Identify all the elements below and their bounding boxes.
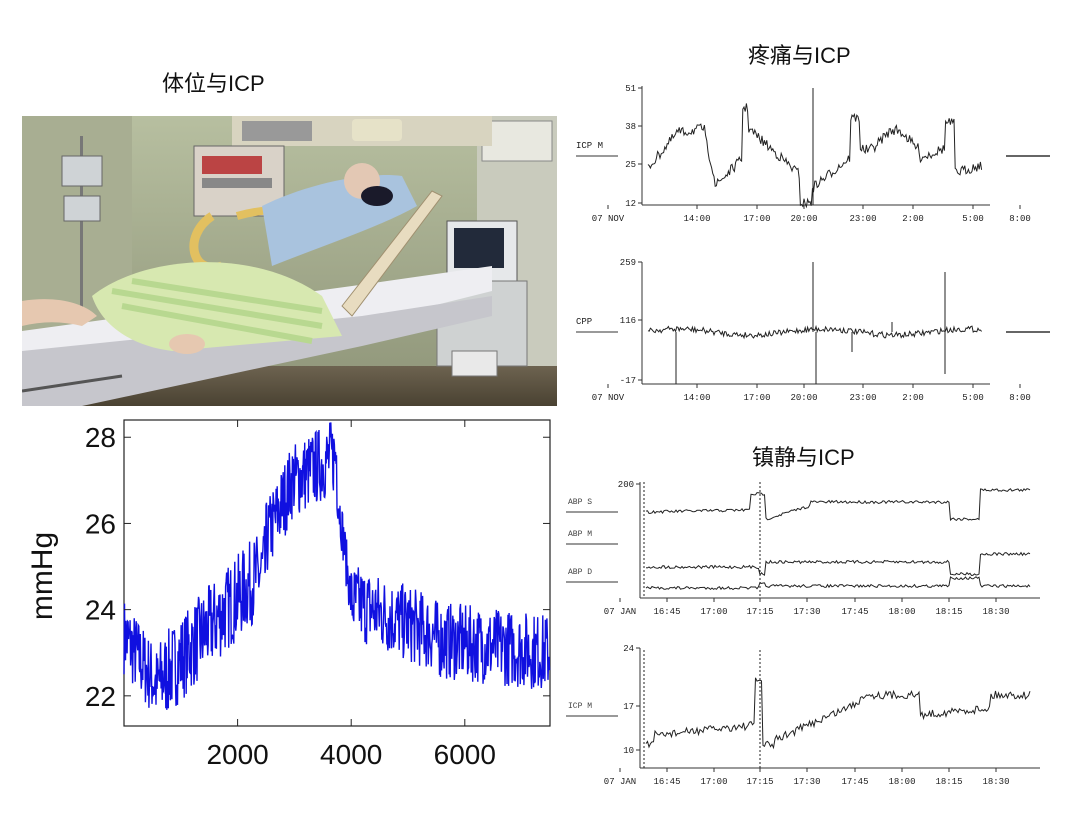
pain-icp-title: 疼痛与ICP	[748, 43, 851, 68]
x-tick-label: 17:00	[743, 393, 770, 403]
monitor-trace	[647, 103, 983, 209]
x-tick-label: 2000	[206, 739, 268, 770]
icu-patient-photo	[22, 116, 557, 406]
x-tick-label: 17:45	[841, 777, 868, 787]
x-tick-label: 17:15	[746, 607, 773, 617]
monitor-trace	[645, 576, 1031, 591]
x-tick-label: 18:30	[982, 777, 1009, 787]
cpp-trace-group	[647, 262, 982, 384]
x-tick-label: 18:00	[888, 777, 915, 787]
x-tick-label: 14:00	[683, 214, 710, 224]
x-tick-label: 18:15	[935, 607, 962, 617]
y-tick-label: 10	[623, 746, 634, 756]
x-tick-label: 07 JAN	[604, 607, 636, 617]
icp-trace-group	[643, 650, 1031, 768]
icp-series-line	[123, 422, 551, 710]
x-tick-label: 2:00	[902, 393, 924, 403]
x-tick-label: 8:00	[1009, 393, 1031, 403]
channel-label: ICP M	[576, 141, 603, 151]
sedation-abp-panel: 200 07 JAN 16:45 17:00 17:15 17:30 17:45 18:00 1…	[560, 474, 1060, 622]
monitor-trace	[645, 677, 1031, 750]
y-tick-label: 22	[85, 681, 116, 712]
x-tick-label: 17:30	[793, 777, 820, 787]
x-tick-label: 8:00	[1009, 214, 1031, 224]
x-tick-label: 6000	[434, 739, 496, 770]
x-tick-label: 5:00	[962, 393, 984, 403]
series-label: ABP S	[568, 498, 592, 507]
icp-trace	[123, 422, 551, 710]
y-tick-label: 200	[618, 480, 634, 490]
y-axis-label: mmHg	[26, 532, 59, 620]
x-tick-label: 20:00	[790, 214, 817, 224]
x-tick-label: 17:30	[793, 607, 820, 617]
posture-icp-chart: 22 24 26 28 2000 4000 6000 mmHg	[0, 408, 560, 810]
x-tick-label: 18:15	[935, 777, 962, 787]
y-tick-label: 25	[625, 160, 636, 170]
x-tick-label: 20:00	[790, 393, 817, 403]
series-label: ABP M	[568, 530, 592, 539]
y-tick-label: 24	[85, 595, 116, 626]
y-tick-label: 259	[620, 258, 636, 268]
x-tick-label: 2:00	[902, 214, 924, 224]
icp-trace-group	[647, 88, 983, 209]
x-tick-label: 17:00	[700, 777, 727, 787]
x-tick-label: 14:00	[683, 393, 710, 403]
abp-trace-group	[643, 482, 1031, 598]
x-tick-label: 5:00	[962, 214, 984, 224]
x-tick-label: 16:45	[653, 607, 680, 617]
posture-icp-title: 体位与ICP	[162, 71, 265, 96]
x-tick-label: 07 NOV	[592, 393, 625, 403]
x-tick-label: 17:00	[700, 607, 727, 617]
monitor-trace	[647, 324, 982, 340]
y-tick-label: 24	[623, 644, 634, 654]
y-tick-label: 116	[620, 316, 636, 326]
x-tick-label: 23:00	[849, 393, 876, 403]
x-tick-label: 16:45	[653, 777, 680, 787]
monitor-trace	[645, 551, 1031, 577]
x-tick-label: 18:00	[888, 607, 915, 617]
x-tick-label: 07 NOV	[592, 214, 625, 224]
sedation-icp-title: 镇静与ICP	[752, 445, 855, 470]
channel-label: ICP M	[568, 702, 592, 711]
x-tick-label: 4000	[320, 739, 382, 770]
y-tick-label: 26	[85, 508, 116, 539]
y-tick-label: -17	[620, 376, 636, 386]
x-tick-label: 17:15	[746, 777, 773, 787]
sedation-icp-panel: 24 17 10 07 JAN 16:45 17:00 17:15 17:30 17:45 18:…	[560, 640, 1060, 790]
series-label: ABP D	[568, 568, 592, 577]
y-tick-label: 51	[625, 84, 636, 94]
x-tick-label: 18:30	[982, 607, 1009, 617]
y-tick-label: 28	[85, 422, 116, 453]
y-tick-label: 12	[625, 199, 636, 209]
channel-label: CPP	[576, 317, 592, 327]
x-tick-label: 17:45	[841, 607, 868, 617]
x-tick-label: 23:00	[849, 214, 876, 224]
monitor-trace	[645, 488, 1031, 522]
pain-cpp-panel: 259 116 -17 07 NOV 14:00 17:00 20:00 23:00 2:00 5…	[570, 252, 1060, 407]
x-tick-label: 07 JAN	[604, 777, 636, 787]
y-tick-label: 17	[623, 702, 634, 712]
x-tick-label: 17:00	[743, 214, 770, 224]
y-tick-label: 38	[625, 122, 636, 132]
pain-icp-panel: 51 38 25 12 07 NOV 14:00 17:00 20:00 23:00 2:00 5:…	[570, 78, 1060, 233]
